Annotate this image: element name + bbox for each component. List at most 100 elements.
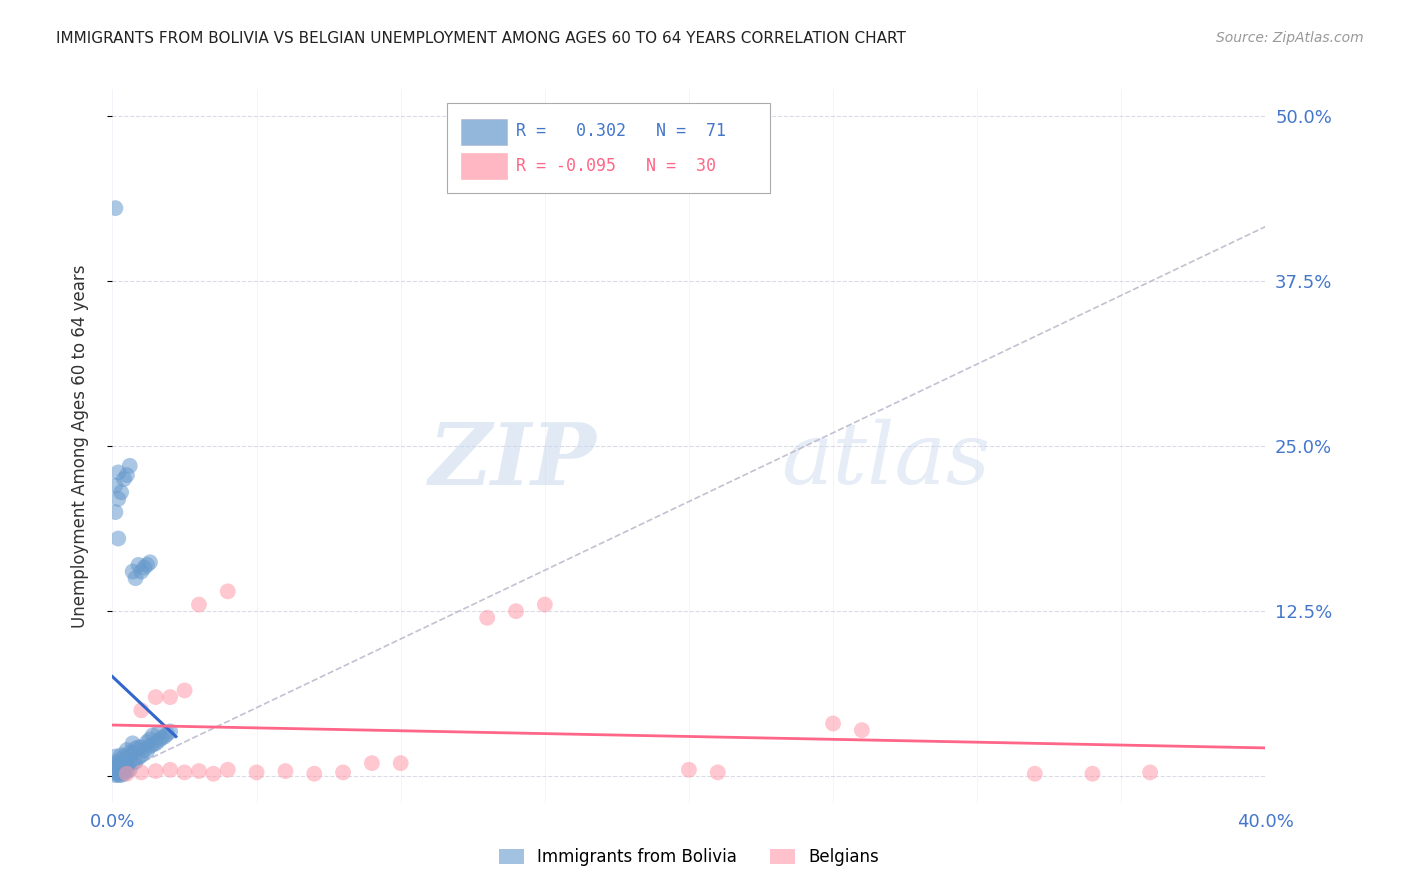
Point bbox=[217, 763, 239, 777]
Point bbox=[104, 756, 127, 771]
Point bbox=[112, 749, 135, 764]
Point bbox=[129, 748, 153, 763]
Point bbox=[129, 703, 153, 717]
Point bbox=[127, 558, 149, 572]
Point bbox=[142, 728, 165, 742]
Y-axis label: Unemployment Among Ages 60 to 64 years: Unemployment Among Ages 60 to 64 years bbox=[70, 264, 89, 628]
Point bbox=[129, 765, 153, 780]
Point bbox=[118, 746, 141, 760]
Point bbox=[112, 761, 135, 775]
Point bbox=[104, 763, 127, 777]
Point bbox=[107, 466, 129, 480]
Point bbox=[360, 756, 382, 771]
Point bbox=[245, 765, 267, 780]
Point bbox=[173, 683, 195, 698]
Point bbox=[104, 201, 127, 215]
Point bbox=[112, 765, 135, 780]
Point bbox=[136, 735, 159, 749]
Point bbox=[134, 743, 156, 757]
Point bbox=[202, 766, 225, 780]
Point bbox=[159, 690, 181, 704]
Point bbox=[159, 763, 181, 777]
Point bbox=[1139, 765, 1161, 780]
Point bbox=[107, 491, 129, 506]
Point bbox=[118, 754, 141, 768]
Point bbox=[148, 725, 170, 739]
Point bbox=[129, 740, 153, 755]
Point bbox=[1081, 766, 1104, 780]
Point bbox=[107, 768, 129, 782]
Point bbox=[124, 571, 146, 585]
Point bbox=[121, 736, 143, 750]
Text: ZIP: ZIP bbox=[429, 418, 596, 502]
Point bbox=[110, 768, 132, 782]
Point bbox=[148, 733, 170, 747]
Point bbox=[118, 763, 141, 777]
Point bbox=[139, 555, 162, 569]
Point bbox=[134, 560, 156, 574]
Point bbox=[110, 765, 132, 780]
Point bbox=[110, 756, 132, 771]
Point bbox=[475, 611, 498, 625]
FancyBboxPatch shape bbox=[461, 120, 506, 145]
Point bbox=[115, 752, 138, 766]
Point bbox=[332, 765, 354, 780]
FancyBboxPatch shape bbox=[461, 153, 506, 179]
Point bbox=[142, 738, 165, 752]
Text: IMMIGRANTS FROM BOLIVIA VS BELGIAN UNEMPLOYMENT AMONG AGES 60 TO 64 YEARS CORREL: IMMIGRANTS FROM BOLIVIA VS BELGIAN UNEMP… bbox=[56, 31, 905, 46]
Point bbox=[107, 760, 129, 774]
Point bbox=[110, 763, 132, 777]
Point bbox=[121, 565, 143, 579]
Point bbox=[107, 765, 129, 780]
Text: R = -0.095   N =  30: R = -0.095 N = 30 bbox=[516, 157, 716, 175]
Point bbox=[678, 763, 700, 777]
Text: atlas: atlas bbox=[782, 419, 990, 501]
Point bbox=[104, 759, 127, 773]
Point bbox=[104, 749, 127, 764]
Point bbox=[115, 766, 138, 780]
Point bbox=[136, 558, 159, 572]
Point bbox=[821, 716, 844, 731]
Point bbox=[107, 766, 129, 780]
Point bbox=[110, 759, 132, 773]
Legend: Immigrants from Bolivia, Belgians: Immigrants from Bolivia, Belgians bbox=[492, 842, 886, 873]
Point bbox=[389, 756, 412, 771]
Point bbox=[145, 736, 167, 750]
FancyBboxPatch shape bbox=[447, 103, 769, 193]
Point bbox=[115, 759, 138, 773]
Point bbox=[706, 765, 728, 780]
Point bbox=[124, 755, 146, 769]
Point bbox=[145, 690, 167, 704]
Point bbox=[217, 584, 239, 599]
Point bbox=[139, 732, 162, 747]
Point bbox=[188, 598, 211, 612]
Point bbox=[127, 740, 149, 755]
Point bbox=[107, 754, 129, 768]
Point bbox=[115, 764, 138, 778]
Point bbox=[136, 744, 159, 758]
Point bbox=[153, 730, 176, 744]
Text: Source: ZipAtlas.com: Source: ZipAtlas.com bbox=[1216, 31, 1364, 45]
Point bbox=[104, 478, 127, 492]
Point bbox=[115, 743, 138, 757]
Point bbox=[107, 532, 129, 546]
Point bbox=[505, 604, 527, 618]
Point bbox=[107, 761, 129, 775]
Point bbox=[145, 764, 167, 778]
Point bbox=[304, 766, 326, 780]
Point bbox=[1024, 766, 1046, 780]
Point bbox=[110, 748, 132, 763]
Point bbox=[150, 731, 173, 745]
Point bbox=[188, 764, 211, 778]
Text: R =   0.302   N =  71: R = 0.302 N = 71 bbox=[516, 122, 725, 140]
Point bbox=[121, 746, 143, 760]
Point bbox=[533, 598, 555, 612]
Point bbox=[110, 485, 132, 500]
Point bbox=[121, 756, 143, 771]
Point bbox=[129, 565, 153, 579]
Point bbox=[124, 741, 146, 756]
Point bbox=[156, 727, 179, 741]
Point bbox=[173, 765, 195, 780]
Point bbox=[139, 739, 162, 753]
Point bbox=[274, 764, 297, 778]
